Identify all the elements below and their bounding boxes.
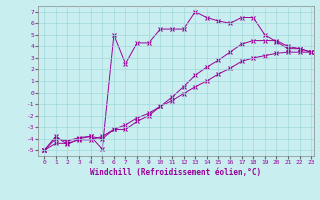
X-axis label: Windchill (Refroidissement éolien,°C): Windchill (Refroidissement éolien,°C): [91, 168, 261, 177]
